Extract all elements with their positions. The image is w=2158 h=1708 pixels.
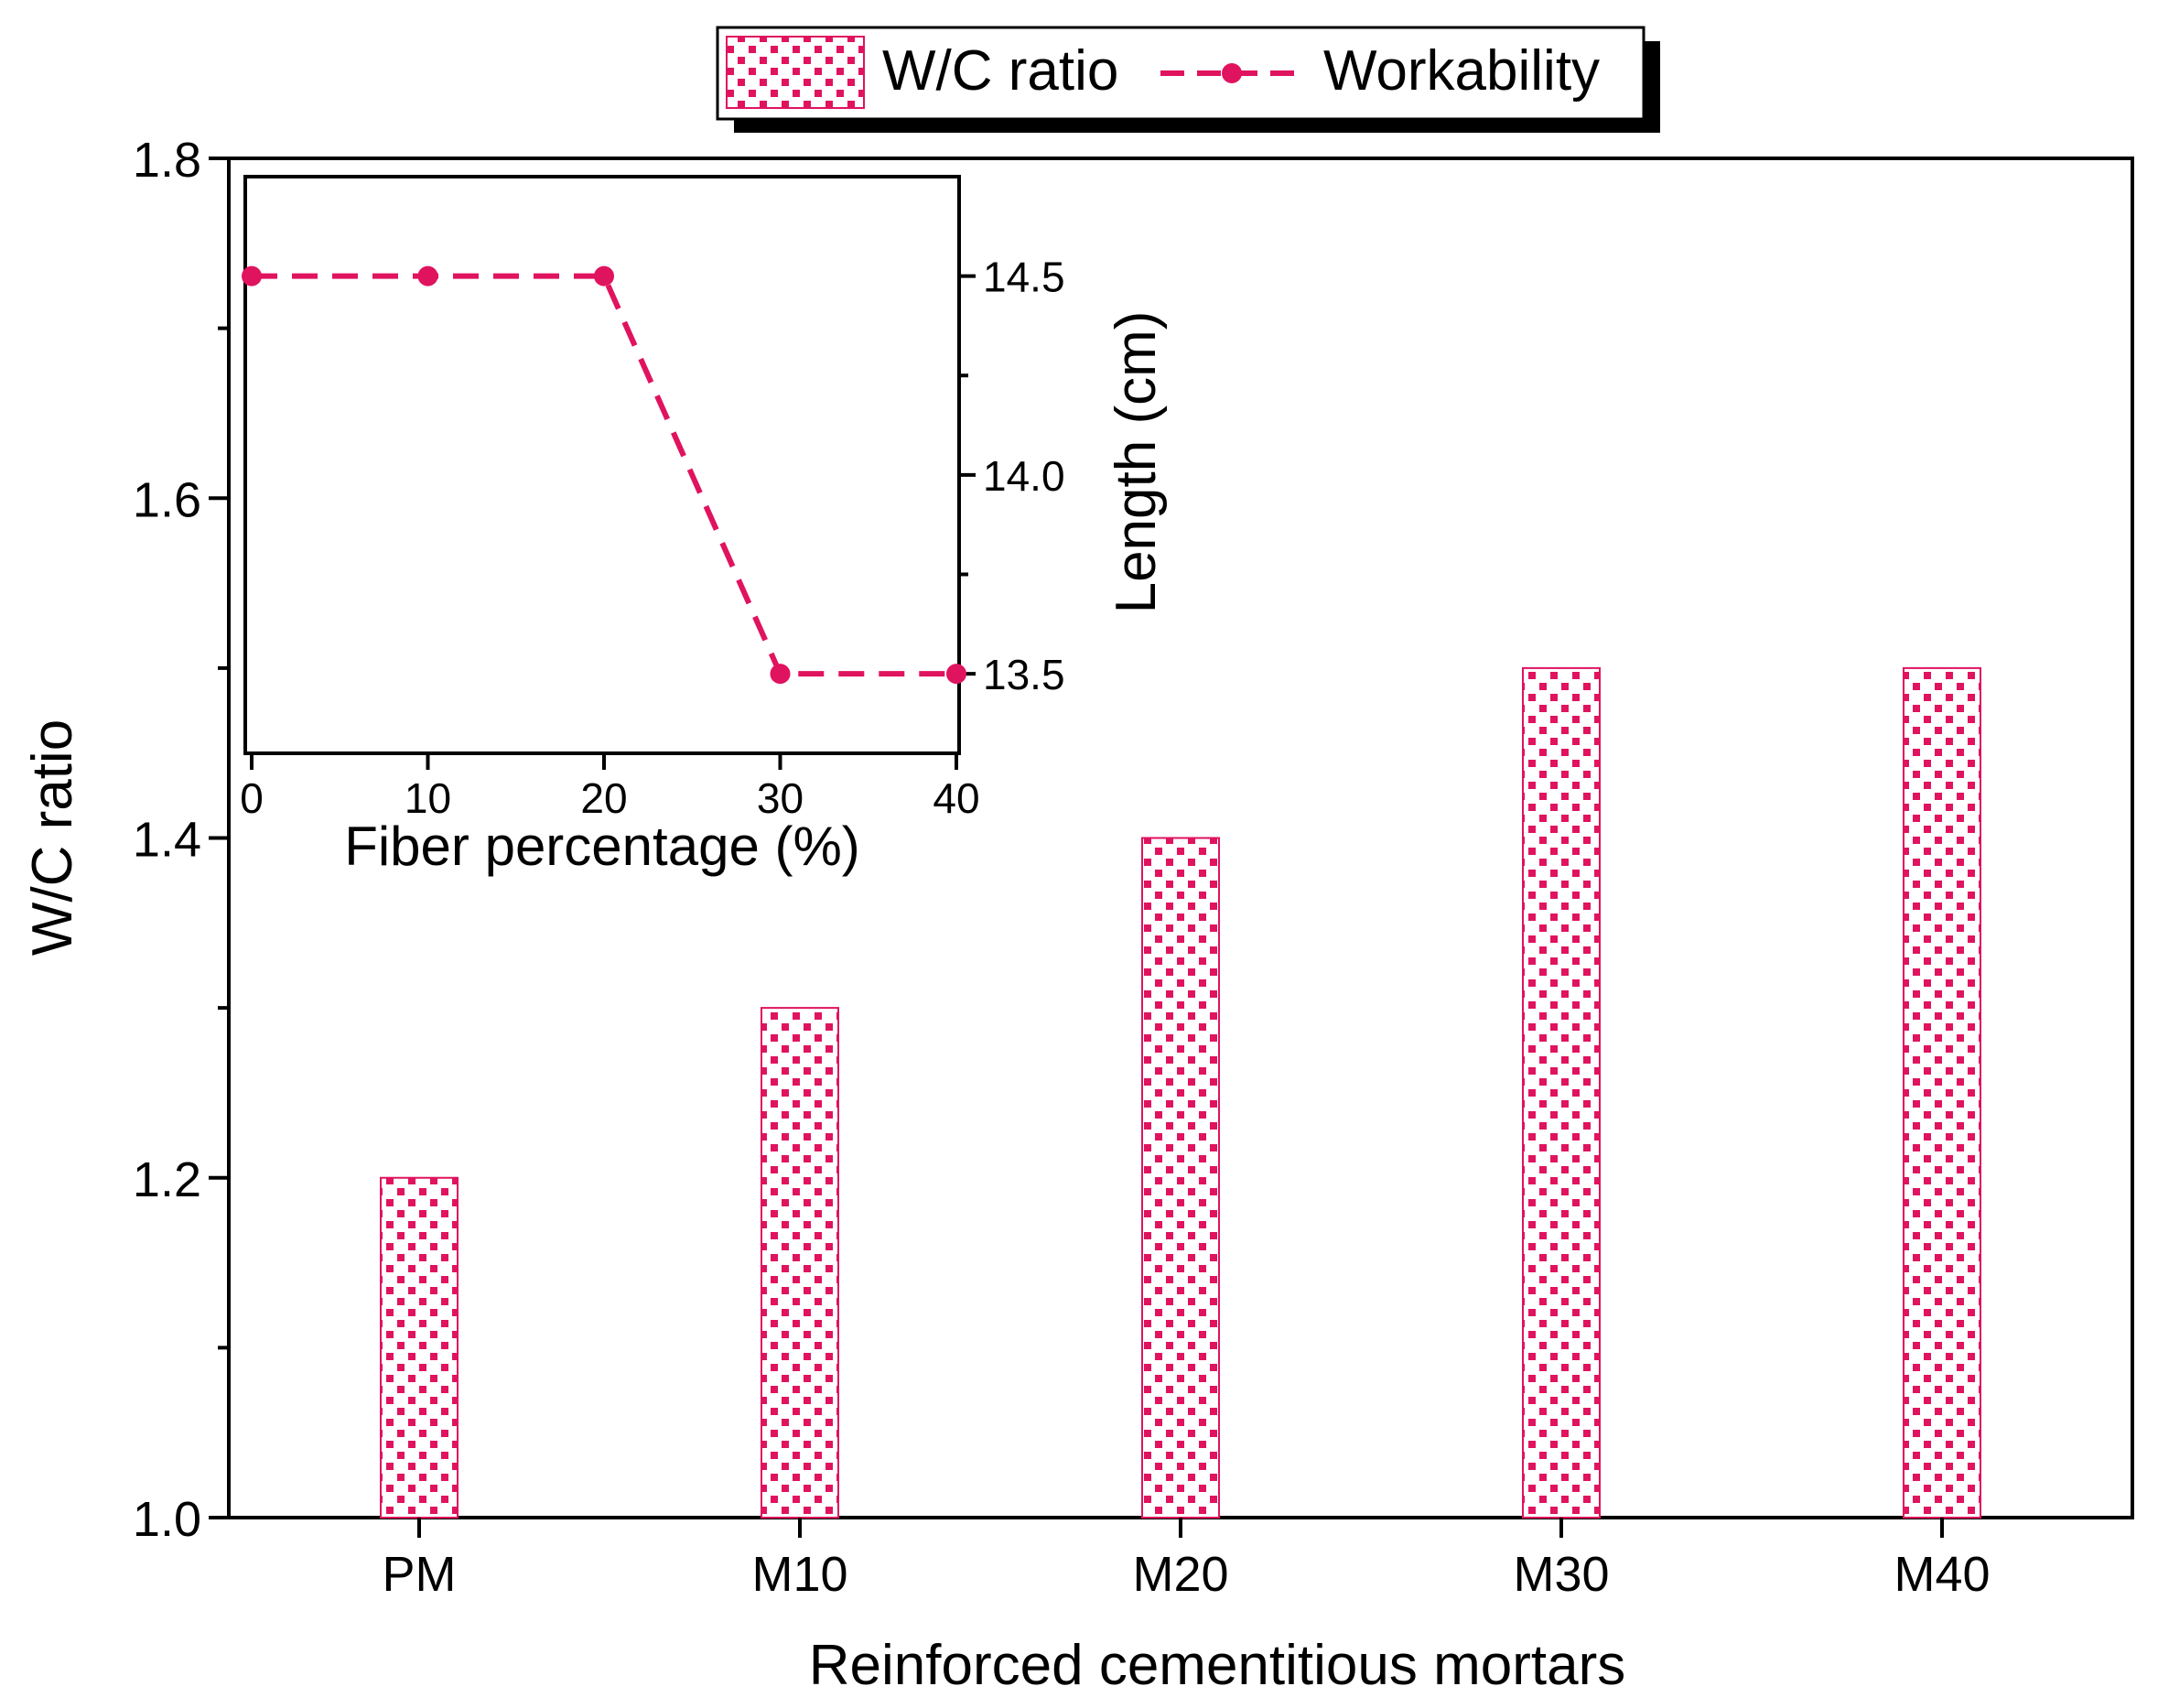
inset-y-tick-label: 14.0 <box>983 452 1065 500</box>
bar-pm <box>380 1176 459 1519</box>
inset-x-tick-label: 30 <box>757 774 804 822</box>
main-x-tick-label: PM <box>383 1547 457 1602</box>
inset-plot-frame <box>243 175 961 755</box>
main-y-tick-label: 1.0 <box>133 1492 201 1547</box>
inset-point <box>946 664 966 685</box>
main-y-tick-label: 1.8 <box>133 133 201 188</box>
bar-m40 <box>1903 666 1981 1519</box>
inset-point <box>770 664 791 685</box>
inset-y-tick-label: 13.5 <box>983 651 1065 698</box>
inset-point <box>242 265 262 286</box>
legend-bar-swatch <box>726 36 865 109</box>
inset-points <box>242 265 966 685</box>
main-x-axis-title: Reinforced cementitious mortars <box>809 1634 1625 1697</box>
main-y-tick-label: 1.6 <box>133 472 201 527</box>
bar-m10 <box>761 1007 839 1519</box>
legend-marker <box>1222 63 1242 83</box>
legend-label-workability: Workability <box>1323 39 1600 103</box>
main-y-tick-label: 1.4 <box>133 813 201 868</box>
bar-m20 <box>1141 837 1220 1519</box>
main-x-tick-label: M40 <box>1894 1547 1990 1602</box>
inset-x-tick-label: 20 <box>580 774 627 822</box>
main-y-tick-label: 1.2 <box>133 1152 201 1207</box>
inset-y-axis: 13.5 14.0 14.5 <box>959 254 1065 698</box>
main-x-tick-label: M20 <box>1132 1547 1228 1602</box>
inset-x-tick-label: 0 <box>240 774 264 822</box>
inset-y-tick-label: 14.5 <box>983 254 1065 301</box>
main-x-axis: PM M10 M20 M30 M40 <box>383 1518 1991 1602</box>
main-y-axis: 1.0 1.2 1.4 1.6 1.8 <box>133 133 229 1547</box>
legend-line-swatch <box>1160 63 1303 83</box>
inset-workability-line <box>252 273 956 677</box>
inset-point <box>417 265 438 286</box>
main-y-axis-title: W/C ratio <box>21 719 84 956</box>
main-bars <box>380 666 1981 1519</box>
inset-chart: 0 10 20 30 40 13.5 14.0 14.5 Fiber percentage … <box>240 175 1168 877</box>
legend-label-wc-ratio: W/C ratio <box>882 39 1118 103</box>
legend: W/C ratio Workability <box>716 26 1660 133</box>
inset-point <box>594 265 614 286</box>
inset-x-axis: 0 10 20 30 40 <box>240 753 980 822</box>
inset-x-tick-label: 10 <box>405 774 451 822</box>
inset-y-axis-title: Length (cm) <box>1105 311 1168 614</box>
inset-x-axis-title: Fiber percentage (%) <box>344 816 860 877</box>
inset-x-tick-label: 40 <box>933 774 979 822</box>
bar-m30 <box>1522 666 1601 1519</box>
main-x-tick-label: M10 <box>751 1547 847 1602</box>
main-x-tick-label: M30 <box>1513 1547 1609 1602</box>
